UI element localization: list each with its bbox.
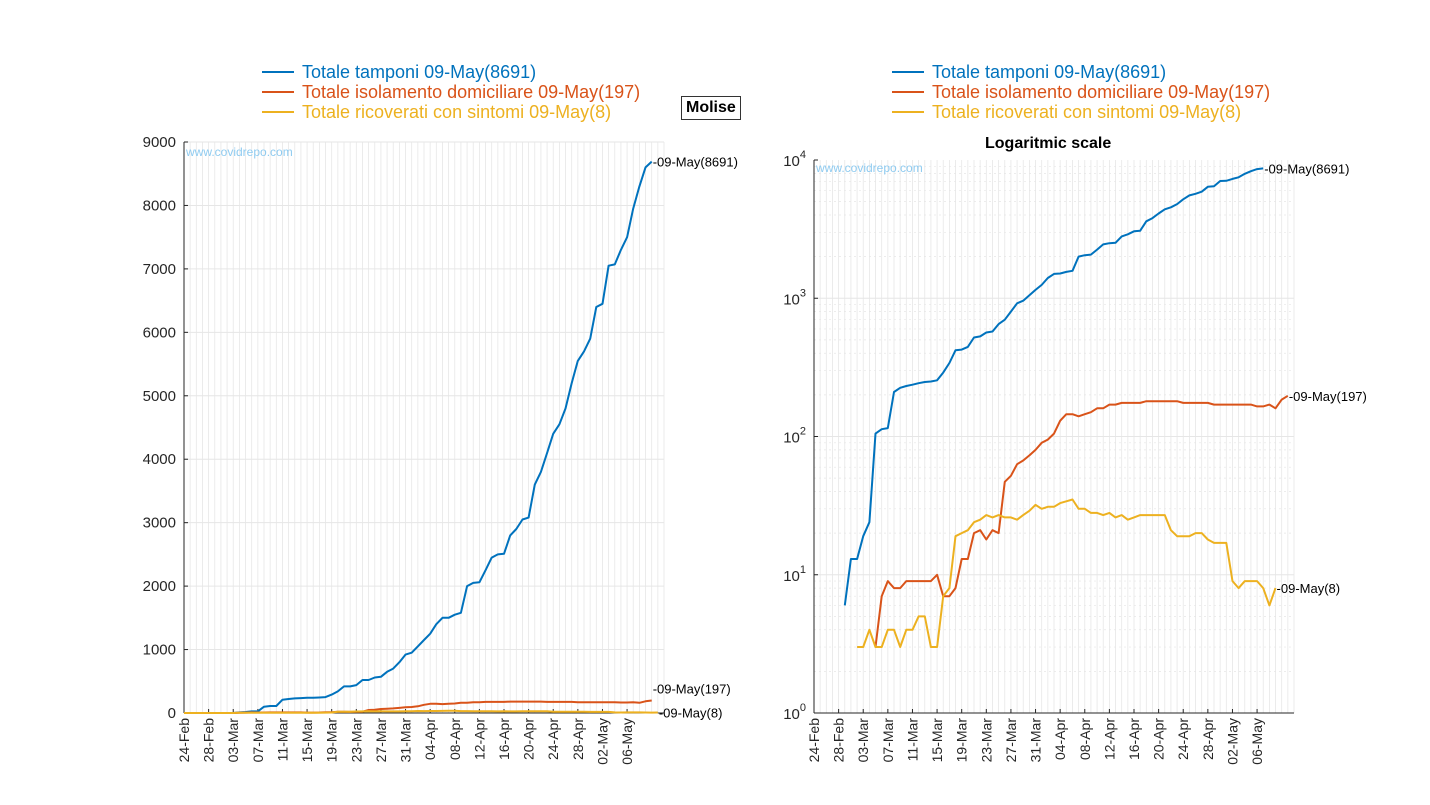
x-tick-label: 11-Mar xyxy=(274,718,290,762)
y-tick-label: 103 xyxy=(783,287,806,308)
legend-right: Totale tamponi 09-May(8691) Totale isola… xyxy=(892,62,1270,122)
x-tick-label: 28-Feb xyxy=(201,718,217,763)
x-tick-label: 20-Apr xyxy=(1151,718,1167,760)
x-tick-label: 15-Mar xyxy=(299,718,315,763)
x-tick-label: 31-Mar xyxy=(398,718,414,763)
y-tick-label: 4000 xyxy=(143,451,176,468)
x-tick-label: 08-Apr xyxy=(447,718,463,760)
legend-label: Totale ricoverati con sintomi 09-May(8) xyxy=(932,102,1242,122)
legend-entry-isolamento: Totale isolamento domiciliare 09-May(197… xyxy=(262,82,640,102)
y-tick-label: 101 xyxy=(783,564,806,585)
watermark-left: www.covidrepo.com xyxy=(186,145,293,159)
legend-label: Totale ricoverati con sintomi 09-May(8) xyxy=(302,102,612,122)
x-tick-label: 19-Mar xyxy=(954,718,970,763)
legend-entry-ricoverati: Totale ricoverati con sintomi 09-May(8) xyxy=(262,102,640,122)
x-tick-label: 19-Mar xyxy=(324,718,340,763)
legend-label: Totale isolamento domiciliare 09-May(197… xyxy=(302,82,641,102)
x-tick-label: 28-Feb xyxy=(831,718,847,763)
x-tick-label: 16-Apr xyxy=(496,718,512,760)
x-tick-label: 03-Mar xyxy=(225,718,241,763)
x-tick-label: 31-Mar xyxy=(1028,718,1044,763)
x-tick-label: 11-Mar xyxy=(904,718,920,762)
series-line xyxy=(184,160,653,714)
x-tick-label: 28-Apr xyxy=(570,718,586,760)
y-tick-label: 3000 xyxy=(143,515,176,532)
legend-swatch xyxy=(262,71,294,73)
x-tick-label: 02-May xyxy=(594,718,610,765)
x-tick-label: 27-Mar xyxy=(373,718,389,763)
x-tick-label: 24-Apr xyxy=(545,718,561,760)
y-tick-label: 100 xyxy=(783,702,806,723)
y-tick-label: 104 xyxy=(783,149,806,170)
x-tick-label: 24-Feb xyxy=(176,718,192,763)
legend-entry-isolamento: Totale isolamento domiciliare 09-May(197… xyxy=(892,82,1270,102)
y-tick-label: 8000 xyxy=(143,197,176,214)
watermark-right: www.covidrepo.com xyxy=(816,161,923,175)
end-value-label: -09-May(8691) xyxy=(1264,161,1349,176)
x-tick-label: 07-Mar xyxy=(880,718,896,763)
x-tick-label: 23-Mar xyxy=(978,718,994,763)
legend-entry-tamponi: Totale tamponi 09-May(8691) xyxy=(892,62,1270,82)
log-chart-title: Logaritmic scale xyxy=(985,135,1112,152)
y-tick-label: 5000 xyxy=(143,388,176,405)
end-value-label: -09-May(197) xyxy=(1289,389,1367,404)
x-tick-label: 06-May xyxy=(1249,718,1265,765)
legend-left: Totale tamponi 09-May(8691) Totale isola… xyxy=(262,62,640,122)
x-tick-label: 12-Apr xyxy=(471,718,487,760)
x-tick-label: 24-Apr xyxy=(1175,718,1191,760)
legend-swatch xyxy=(892,71,924,73)
y-tick-label: 2000 xyxy=(143,578,176,595)
y-tick-label: 7000 xyxy=(143,261,176,278)
end-value-label: -09-May(8) xyxy=(659,705,723,720)
y-tick-label: 0 xyxy=(168,705,176,722)
end-value-label: -09-May(8691) xyxy=(653,155,738,170)
series-line xyxy=(184,709,658,714)
y-tick-label: 102 xyxy=(783,426,806,447)
legend-label: Totale isolamento domiciliare 09-May(197… xyxy=(932,82,1271,102)
x-tick-label: 28-Apr xyxy=(1200,718,1216,760)
end-value-label: -09-May(8) xyxy=(1277,581,1341,596)
x-tick-label: 20-Apr xyxy=(521,718,537,760)
x-tick-label: 07-Mar xyxy=(250,718,266,763)
x-tick-label: 02-May xyxy=(1224,718,1240,765)
region-badge: Molise xyxy=(681,96,741,120)
x-tick-label: 04-Apr xyxy=(1052,718,1068,760)
end-value-label: -09-May(197) xyxy=(653,682,731,697)
x-tick-label: 23-Mar xyxy=(348,718,364,763)
legend-swatch xyxy=(262,91,294,93)
legend-swatch xyxy=(892,91,924,93)
x-tick-label: 12-Apr xyxy=(1101,718,1117,760)
x-tick-label: 24-Feb xyxy=(806,718,822,763)
x-tick-label: 27-Mar xyxy=(1003,718,1019,763)
legend-swatch xyxy=(262,111,294,113)
x-tick-label: 06-May xyxy=(619,718,635,765)
legend-label: Totale tamponi 09-May(8691) xyxy=(932,62,1167,82)
x-tick-label: 08-Apr xyxy=(1077,718,1093,760)
legend-label: Totale tamponi 09-May(8691) xyxy=(302,62,537,82)
x-tick-label: 03-Mar xyxy=(855,718,871,763)
legend-entry-ricoverati: Totale ricoverati con sintomi 09-May(8) xyxy=(892,102,1270,122)
x-tick-label: 15-Mar xyxy=(929,718,945,763)
x-tick-label: 16-Apr xyxy=(1126,718,1142,760)
y-tick-label: 1000 xyxy=(143,642,176,659)
series-line xyxy=(843,167,1264,606)
series-line xyxy=(857,498,1277,648)
legend-swatch xyxy=(892,111,924,113)
legend-entry-tamponi: Totale tamponi 09-May(8691) xyxy=(262,62,640,82)
y-tick-label: 6000 xyxy=(143,324,176,341)
x-tick-label: 04-Apr xyxy=(422,718,438,760)
y-tick-label: 9000 xyxy=(143,134,176,151)
